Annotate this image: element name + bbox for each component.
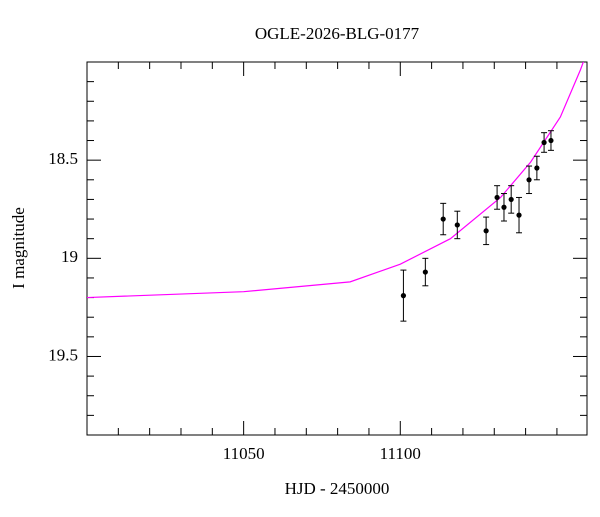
y-tick-label: 19.5 bbox=[48, 345, 78, 364]
data-point bbox=[400, 293, 407, 299]
x-tick-label: 11050 bbox=[223, 444, 265, 463]
data-point bbox=[516, 212, 522, 218]
data-point bbox=[501, 204, 507, 210]
y-tick-label: 18.5 bbox=[48, 149, 78, 168]
chart-title: OGLE-2026-BLG-0177 bbox=[255, 24, 420, 43]
data-point bbox=[541, 139, 547, 146]
data-point bbox=[508, 196, 514, 203]
plot-frame bbox=[86, 61, 588, 436]
x-tick-label: 11100 bbox=[380, 444, 421, 463]
data-point bbox=[548, 137, 554, 144]
data-point bbox=[534, 165, 540, 171]
data-point bbox=[494, 194, 500, 201]
data-point bbox=[454, 222, 460, 228]
data-point bbox=[483, 228, 489, 234]
model-curve bbox=[87, 62, 584, 299]
data-point bbox=[440, 216, 446, 222]
x-axis-label: HJD - 2450000 bbox=[285, 479, 390, 498]
y-tick-label: 19 bbox=[61, 247, 78, 266]
data-point bbox=[526, 177, 532, 183]
y-axis-label: I magnitude bbox=[9, 207, 28, 289]
data-point bbox=[422, 269, 428, 275]
